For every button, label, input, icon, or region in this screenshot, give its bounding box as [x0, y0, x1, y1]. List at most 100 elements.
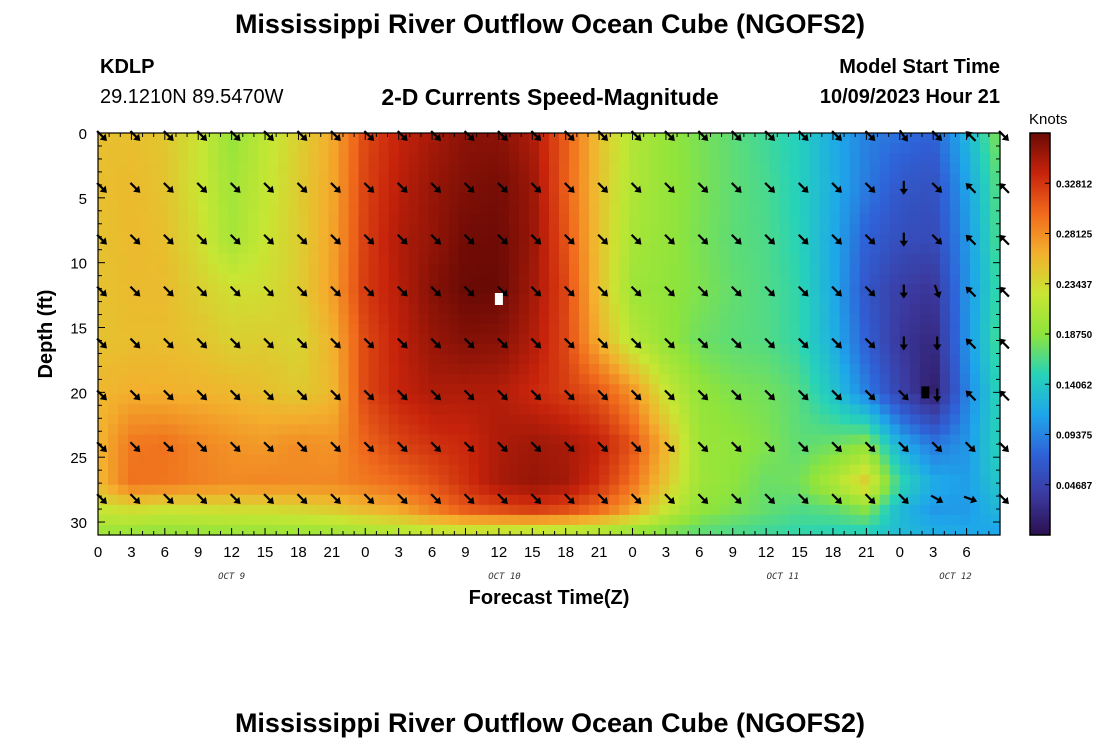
heatmap-cell	[248, 263, 259, 275]
heatmap-cell	[899, 223, 911, 235]
heatmap-cell	[939, 283, 951, 295]
heatmap-cell	[749, 344, 761, 355]
heatmap-cell	[679, 384, 690, 395]
heatmap-cell	[298, 384, 310, 395]
heatmap-cell	[168, 494, 179, 506]
heatmap-cell	[498, 233, 510, 245]
heatmap-cell	[849, 273, 861, 285]
heatmap-cell	[579, 414, 590, 426]
heatmap-cell	[659, 414, 670, 426]
heatmap-cell	[538, 464, 550, 476]
heatmap-cell	[609, 273, 620, 285]
heatmap-cell	[268, 263, 279, 275]
heatmap-cell	[228, 384, 239, 395]
heatmap-cell	[358, 293, 370, 305]
heatmap-cell	[909, 404, 921, 415]
x-tick-label: 0	[896, 544, 904, 561]
heatmap-cell	[819, 454, 831, 466]
heatmap-cell	[398, 253, 410, 265]
heatmap-cell	[488, 243, 500, 255]
heatmap-cell	[919, 273, 931, 285]
heatmap-cell	[278, 474, 290, 486]
x-tick-label: 15	[791, 544, 808, 561]
heatmap-cell	[98, 153, 109, 164]
heatmap-cell	[378, 354, 390, 365]
heatmap-cell	[138, 524, 149, 536]
heatmap-cell	[709, 313, 720, 325]
heatmap-cell	[739, 464, 751, 476]
heatmap-cell	[348, 153, 360, 164]
heatmap-cell	[268, 524, 279, 536]
heatmap-cell	[438, 394, 450, 405]
heatmap-cell	[559, 243, 570, 255]
heatmap-cell	[328, 253, 340, 265]
heatmap-cell	[328, 394, 340, 405]
heatmap-cell	[458, 524, 470, 536]
heatmap-cell	[759, 414, 771, 426]
heatmap-cell	[98, 293, 109, 305]
heatmap-cell	[428, 303, 440, 315]
heatmap-cell	[989, 273, 1001, 285]
heatmap-cell	[619, 514, 630, 526]
heatmap-cell	[458, 193, 470, 204]
heatmap-cell	[248, 203, 259, 214]
heatmap-cell	[959, 464, 971, 476]
heatmap-cell	[228, 394, 239, 405]
heatmap-cell	[679, 494, 690, 506]
heatmap-cell	[418, 143, 430, 154]
heatmap-cell	[338, 354, 350, 365]
heatmap-cell	[508, 524, 520, 536]
heatmap-cell	[448, 414, 460, 426]
heatmap-cell	[659, 323, 670, 335]
heatmap-cell	[659, 223, 670, 235]
heatmap-cell	[849, 293, 861, 305]
heatmap-cell	[528, 364, 540, 375]
current-arrow	[530, 441, 542, 453]
heatmap-cell	[989, 153, 1001, 164]
heatmap-cell	[408, 213, 420, 225]
heatmap-cell	[468, 313, 480, 325]
heatmap-cell	[649, 434, 660, 446]
heatmap-cell	[148, 313, 159, 325]
heatmap-cell	[378, 504, 390, 516]
heatmap-cell	[969, 233, 981, 245]
heatmap-cell	[919, 464, 931, 476]
heatmap-cell	[619, 273, 630, 285]
heatmap-cell	[378, 394, 390, 405]
heatmap-cell	[388, 233, 400, 245]
heatmap-cell	[138, 323, 149, 335]
heatmap-cell	[939, 464, 951, 476]
heatmap-cell	[619, 283, 630, 295]
heatmap-cell	[408, 424, 420, 436]
heatmap-cell	[589, 203, 600, 214]
heatmap-cell	[959, 454, 971, 466]
heatmap-cell	[779, 263, 791, 275]
heatmap-cell	[508, 434, 520, 446]
heatmap-cell	[559, 213, 570, 225]
heatmap-cell	[448, 464, 460, 476]
heatmap-cell	[358, 404, 370, 415]
heatmap-cell	[619, 464, 630, 476]
heatmap-cell	[138, 344, 149, 355]
heatmap-cell	[418, 454, 430, 466]
heatmap-cell	[619, 474, 630, 486]
heatmap-cell	[528, 494, 540, 506]
heatmap-cell	[478, 243, 490, 255]
heatmap-cell	[719, 173, 730, 184]
heatmap-cell	[338, 283, 350, 295]
heatmap-cell	[328, 193, 340, 204]
heatmap-cell	[899, 263, 911, 275]
heatmap-cell	[859, 243, 871, 255]
heatmap-cell	[518, 464, 530, 476]
heatmap-cell	[108, 444, 119, 456]
heatmap-cell	[488, 374, 500, 385]
heatmap-cell	[438, 484, 450, 496]
heatmap-cell	[789, 504, 801, 516]
heatmap-cell	[939, 494, 951, 506]
heatmap-cell	[98, 364, 109, 375]
heatmap-cell	[739, 344, 751, 355]
heatmap-cell	[979, 374, 991, 385]
heatmap-cell	[148, 374, 159, 385]
heatmap-cell	[629, 223, 640, 235]
current-arrow	[899, 336, 908, 351]
